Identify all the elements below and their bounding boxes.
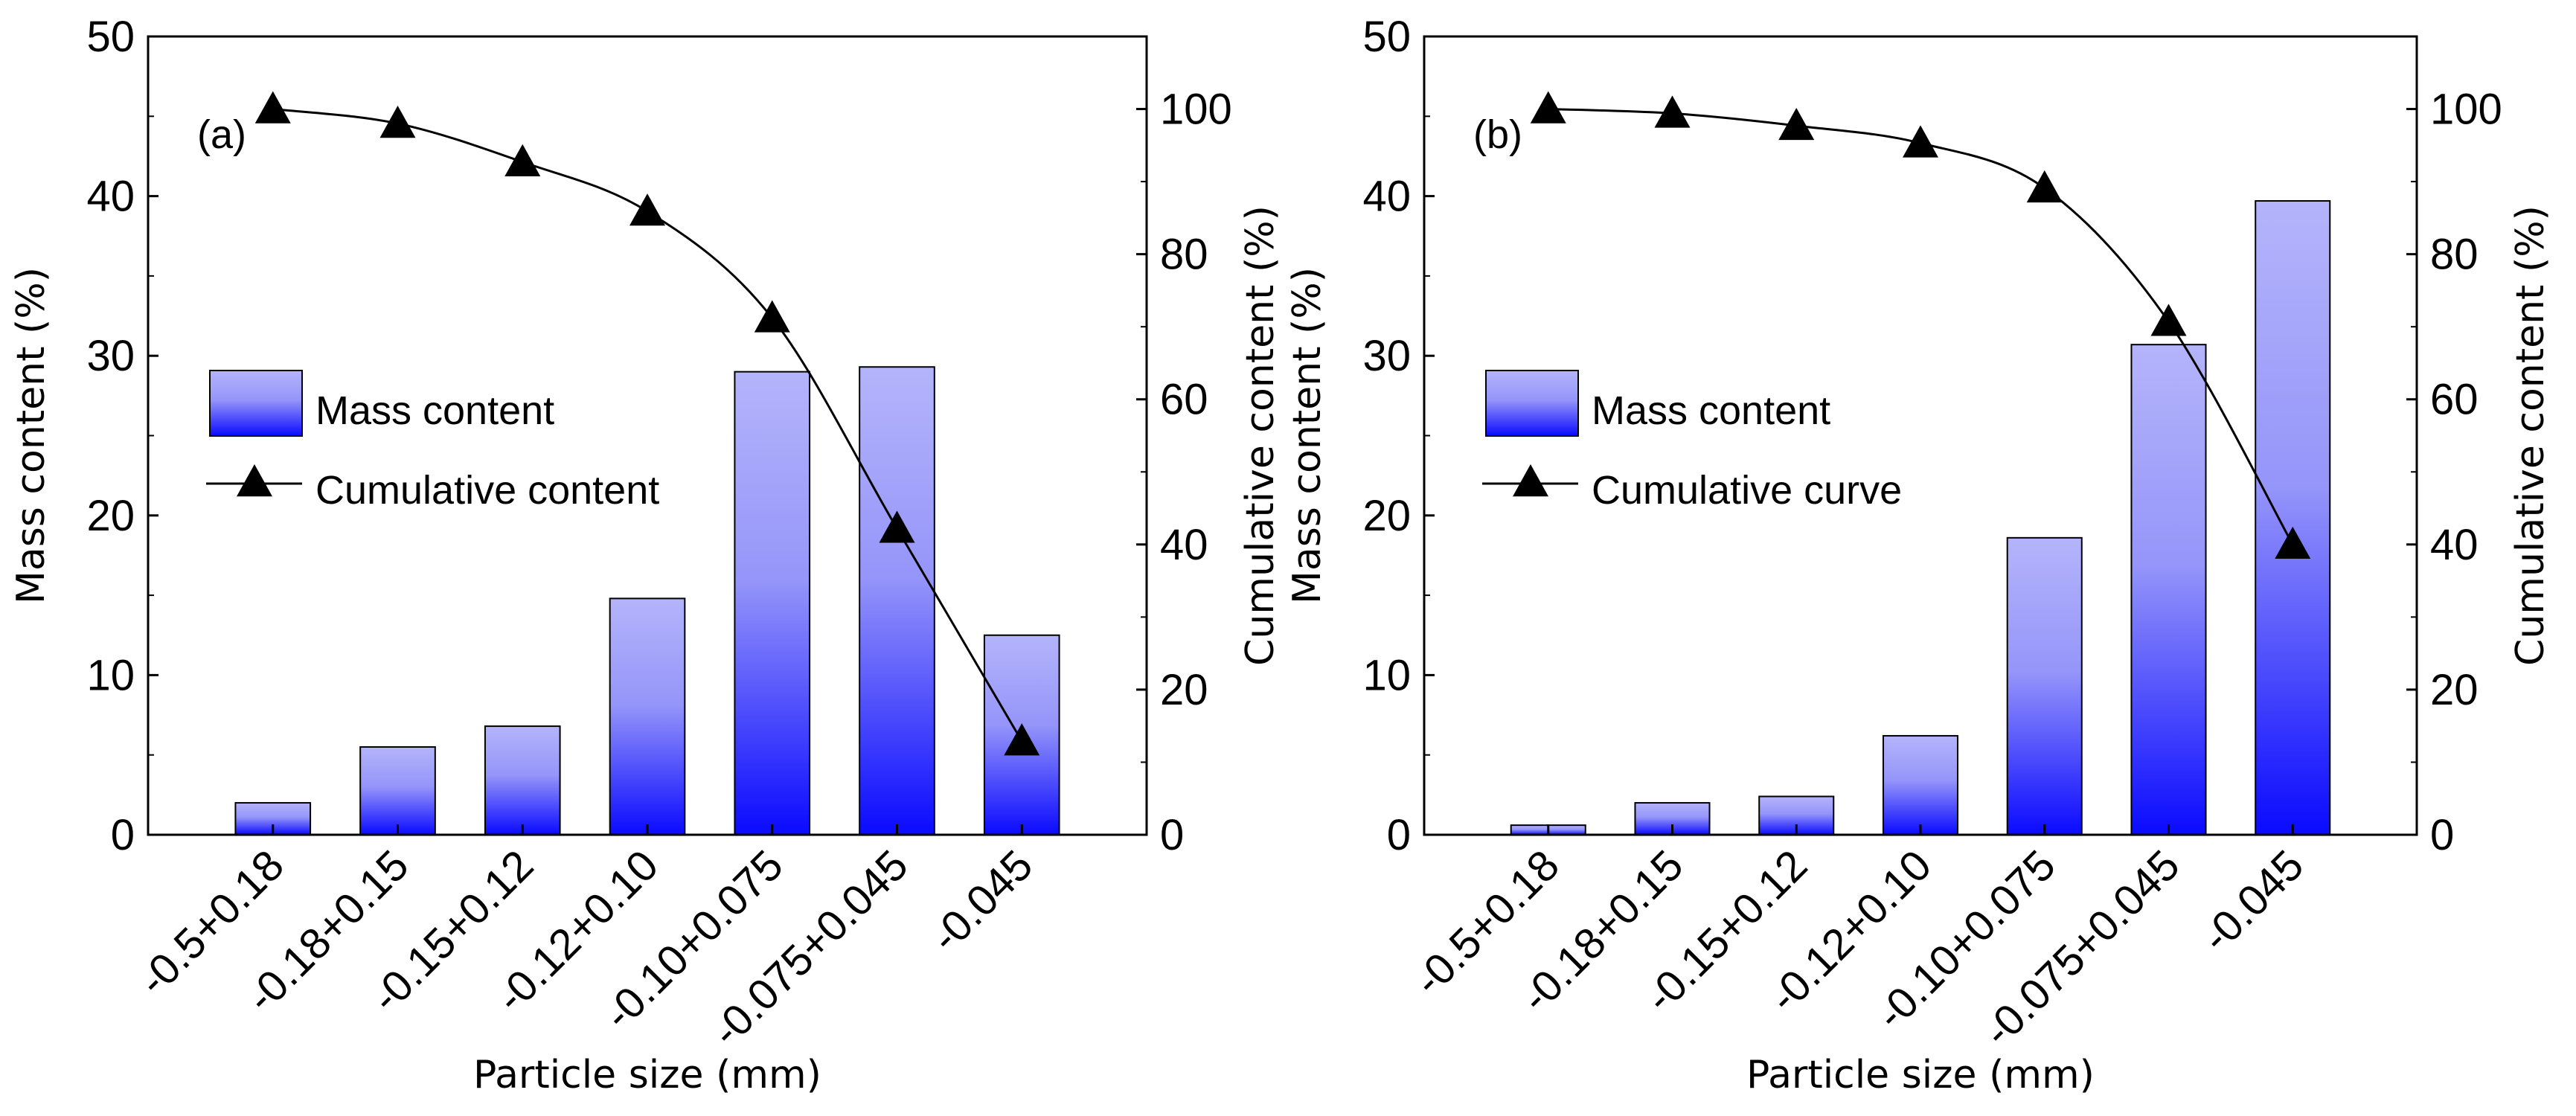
y2-tick-label: 0: [2430, 811, 2454, 859]
panel-label: (a): [197, 112, 246, 157]
y-axis-label: Mass content (%): [1285, 267, 1330, 604]
panel-label: (b): [1473, 112, 1522, 157]
bar: [2006, 536, 2083, 836]
legend-bar-label: Mass content: [315, 388, 554, 433]
y2-tick-label: 100: [1160, 86, 1232, 134]
y-tick-label: 10: [86, 651, 135, 699]
y2-tick-label: 80: [2430, 231, 2479, 279]
y-tick-label: 40: [1362, 173, 1411, 221]
bar: [734, 371, 811, 836]
x-tick-label: -0.045: [2192, 841, 2313, 961]
cumulative-marker: [1004, 723, 1040, 756]
cumulative-marker: [2150, 304, 2187, 336]
y-tick-label: 10: [1362, 651, 1411, 699]
cumulative-marker: [504, 144, 541, 176]
x-tick-label: -0.045: [921, 841, 1042, 961]
bar: [2130, 344, 2207, 836]
cumulative-marker: [1778, 107, 1815, 141]
y-tick-label: 20: [1362, 492, 1411, 540]
legend-line-label: Cumulative curve: [1592, 468, 1902, 513]
chart-panel-a: 01020304050020406080100-0.5+0.18-0.18+0.…: [9, 13, 1283, 1097]
legend-bar-label: Mass content: [1592, 388, 1830, 433]
cumulative-marker: [879, 510, 915, 543]
x-axis-label: Particle size (mm): [1746, 1053, 2095, 1097]
x-axis-label: Particle size (mm): [473, 1053, 821, 1097]
y-tick-label: 40: [86, 173, 135, 221]
cumulative-marker: [254, 91, 291, 124]
y2-tick-label: 100: [2430, 86, 2502, 134]
bar: [609, 597, 686, 836]
y2-axis-label: Cumulative content (%): [1238, 205, 1283, 666]
legend-bar-swatch: [1485, 370, 1579, 437]
y-tick-label: 0: [111, 811, 135, 859]
y-tick-label: 50: [1362, 13, 1411, 61]
bar: [359, 745, 436, 836]
y-tick-label: 50: [86, 13, 135, 61]
cumulative-marker: [754, 300, 790, 333]
y-tick-label: 0: [1387, 811, 1411, 859]
y-tick-label: 30: [1362, 332, 1411, 380]
legend-triangle-icon: [237, 464, 272, 497]
y2-tick-label: 60: [1160, 376, 1208, 424]
cumulative-marker: [1654, 95, 1691, 128]
y2-axis-label: Cumulative content (%): [2508, 205, 2553, 666]
y2-tick-label: 60: [2430, 376, 2479, 424]
y2-tick-label: 0: [1160, 811, 1184, 859]
cumulative-marker: [2026, 170, 2063, 203]
bar: [2255, 200, 2331, 836]
y-tick-label: 30: [86, 332, 135, 380]
legend-bar-swatch: [209, 370, 303, 437]
y2-tick-label: 40: [2430, 521, 2479, 569]
chart-panel-b: 01020304050020406080100-0.5+0.18-0.18+0.…: [1285, 13, 2553, 1097]
y2-tick-label: 20: [2430, 666, 2479, 714]
y-axis-label: Mass content (%): [9, 267, 54, 604]
bar: [484, 725, 561, 836]
legend-triangle-icon: [1513, 464, 1548, 497]
cumulative-marker: [629, 193, 665, 226]
y-tick-label: 20: [86, 492, 135, 540]
cumulative-marker: [1903, 125, 1938, 158]
bar: [1882, 734, 1959, 836]
legend-line-label: Cumulative content: [315, 468, 659, 513]
y2-tick-label: 40: [1160, 521, 1208, 569]
bar: [859, 366, 935, 836]
cumulative-marker: [1530, 91, 1566, 124]
cumulative-marker: [379, 106, 416, 138]
cumulative-marker: [2275, 526, 2311, 559]
y2-tick-label: 20: [1160, 666, 1208, 714]
y2-tick-label: 80: [1160, 231, 1208, 279]
